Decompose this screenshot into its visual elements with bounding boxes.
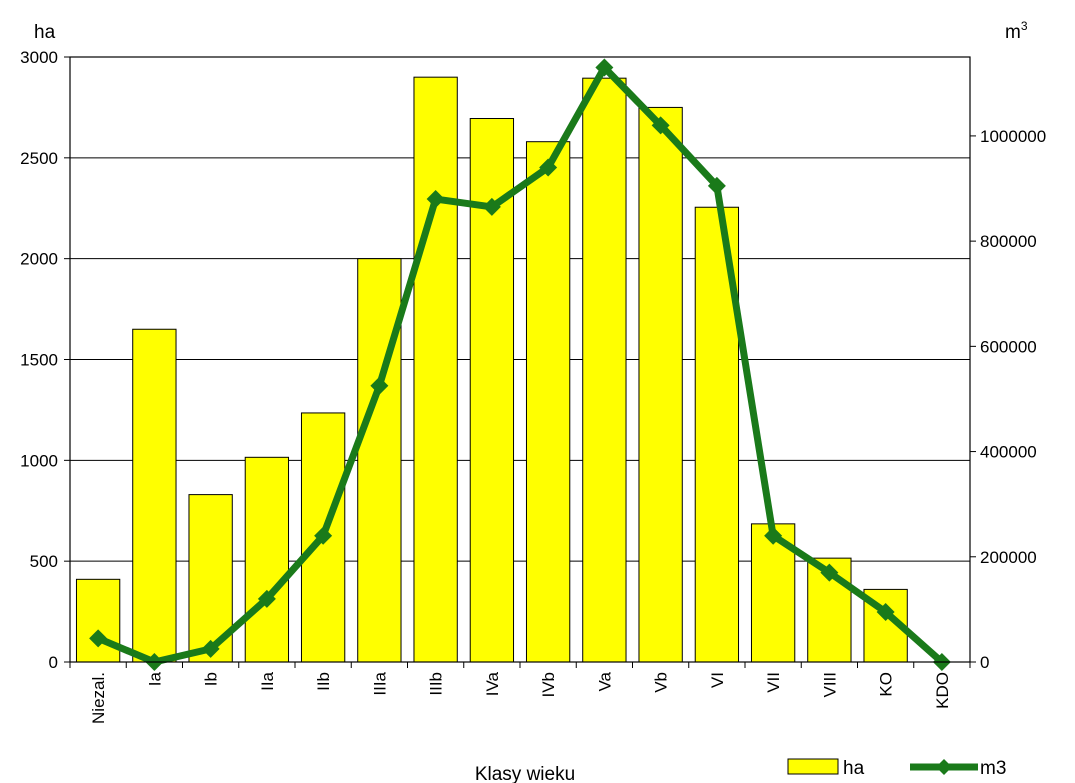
m3-point	[651, 116, 670, 135]
x-tick-label: KO	[877, 672, 896, 697]
right-tick-label: 200000	[980, 548, 1037, 567]
left-tick-label: 0	[49, 653, 58, 672]
bar	[525, 141, 571, 663]
x-tick-label: KDO	[933, 672, 952, 709]
right-tick-label: 800000	[980, 232, 1037, 251]
right-tick-label: 1000000	[980, 127, 1046, 146]
m3-point	[707, 176, 726, 195]
x-tick-label: VIII	[820, 672, 839, 698]
axes	[64, 56, 976, 668]
gridlines	[70, 56, 970, 562]
left-tick-label: 2500	[20, 149, 58, 168]
left-tick-label: 2000	[20, 250, 58, 269]
right-axis-title: m3	[1005, 19, 1028, 43]
legend: ha m3	[787, 758, 1006, 779]
x-tick-label: Va	[595, 671, 614, 691]
plot-frame	[69, 56, 971, 663]
m3-point	[257, 589, 276, 608]
bar	[75, 578, 121, 663]
m3-point	[820, 563, 839, 582]
x-tick-label: IIb	[314, 672, 333, 691]
x-axis-title: Klasy wieku	[475, 764, 575, 783]
m3-point	[201, 639, 220, 658]
m3-point	[482, 197, 501, 216]
bar	[413, 76, 458, 663]
legend-m3-marker	[936, 759, 952, 775]
m3-point	[764, 526, 783, 545]
bars	[75, 76, 908, 663]
m3-point	[89, 629, 108, 648]
m3-polyline	[96, 64, 945, 666]
bar	[132, 328, 177, 663]
left-axis-title: ha	[34, 22, 56, 43]
bar	[582, 77, 627, 663]
x-tick-label: Ib	[202, 672, 221, 686]
right-tick-label: 400000	[980, 443, 1037, 462]
left-tick-label: 1500	[20, 351, 58, 370]
x-tick-label: Niezal.	[89, 672, 108, 724]
right-axis-title-superscript: 3	[1021, 19, 1028, 33]
legend-ha-swatch	[787, 758, 839, 775]
x-tick-label: IIIa	[370, 671, 389, 695]
x-tick-label: IIa	[258, 671, 277, 690]
bar	[244, 456, 290, 663]
x-tick-label: VI	[708, 672, 727, 688]
x-tick-label: IVb	[539, 672, 558, 698]
m3-point	[426, 190, 445, 209]
bar	[638, 106, 683, 663]
m3-point	[539, 158, 558, 177]
x-tick-label: Ia	[145, 671, 164, 686]
m3-point	[370, 376, 389, 395]
x-tick-label: VII	[764, 672, 783, 693]
tick-labels: 0 500 1000 1500 2000 2500 3000 0 200000 400000 600…	[20, 48, 1046, 724]
m3-point	[314, 526, 333, 545]
x-tick-label: IIIb	[427, 672, 446, 696]
m3-point	[876, 603, 895, 622]
legend-ha-label: ha	[843, 758, 865, 779]
left-tick-label: 3000	[20, 48, 58, 67]
x-tick-label: IVa	[483, 671, 502, 696]
bar	[357, 258, 402, 663]
right-axis-title-base: m	[1005, 22, 1021, 43]
legend-m3-label: m3	[980, 758, 1006, 779]
m3-line	[89, 58, 951, 671]
left-tick-label: 500	[30, 552, 58, 571]
x-tick-label: Vb	[652, 672, 671, 693]
m3-point	[595, 58, 614, 77]
right-tick-label: 0	[980, 653, 989, 672]
right-tick-label: 600000	[980, 337, 1037, 356]
left-tick-label: 1000	[20, 451, 58, 470]
